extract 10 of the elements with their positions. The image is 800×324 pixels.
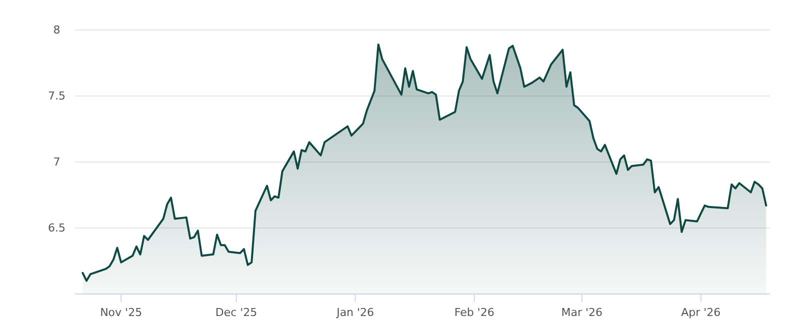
x-tick-label: Jan '26 bbox=[336, 306, 374, 319]
y-tick-label: 7.5 bbox=[48, 90, 66, 103]
y-tick-label: 6.5 bbox=[48, 222, 66, 235]
x-tick-label: Dec '25 bbox=[215, 306, 258, 319]
x-tick-label: Nov '25 bbox=[100, 306, 142, 319]
x-tick-label: Feb '26 bbox=[454, 306, 494, 319]
x-tick-label: Apr '26 bbox=[681, 306, 721, 319]
x-tick-label: Mar '26 bbox=[561, 306, 602, 319]
y-tick-label: 7 bbox=[53, 156, 60, 169]
y-tick-label: 8 bbox=[53, 24, 60, 37]
